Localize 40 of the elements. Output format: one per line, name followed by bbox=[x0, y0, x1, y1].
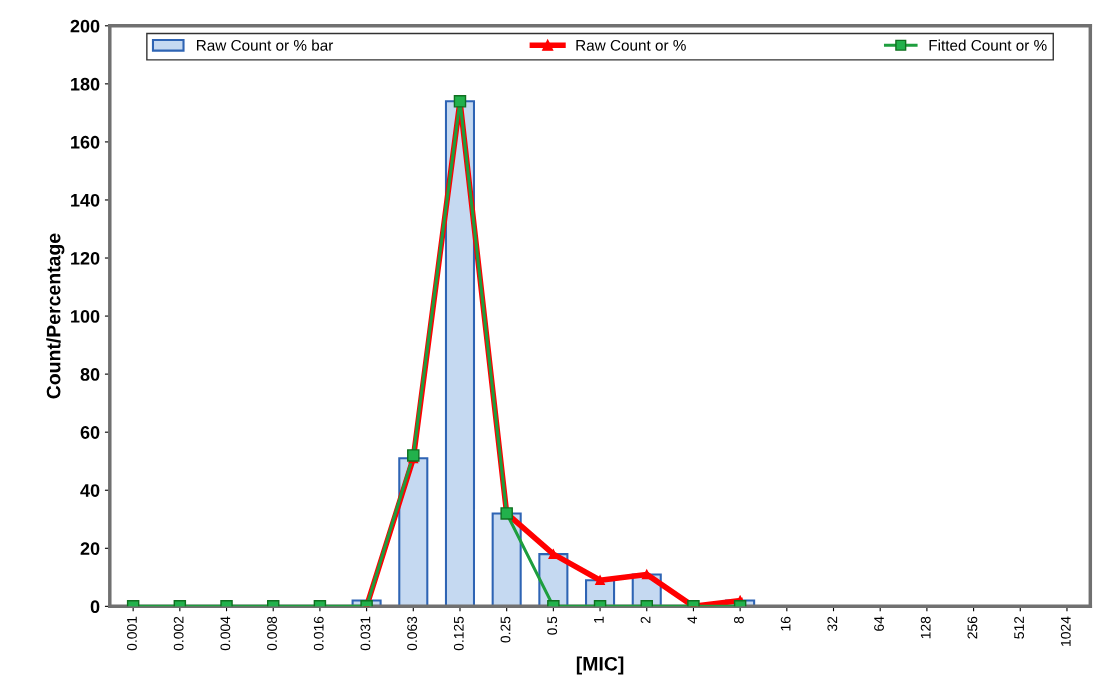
x-tick-label: 0.25 bbox=[500, 616, 511, 643]
x-tick-label: 4 bbox=[687, 616, 698, 624]
x-tick-label: 16 bbox=[780, 616, 791, 631]
y-tick-label: 160 bbox=[71, 135, 100, 149]
x-tick-label: 256 bbox=[967, 616, 978, 639]
y-tick-label: 80 bbox=[80, 368, 100, 381]
x-tick-label: 0.001 bbox=[127, 616, 137, 651]
y-tick-label: 100 bbox=[71, 310, 100, 323]
x-tick-label: 0.004 bbox=[220, 616, 231, 651]
y-tick-label: 180 bbox=[71, 77, 100, 91]
y-tick-label: 40 bbox=[80, 484, 100, 497]
legend-label: Raw Count or % bbox=[576, 39, 686, 51]
x-tick-label: 1 bbox=[594, 616, 604, 623]
x-tick-label: 32 bbox=[827, 616, 838, 631]
y-axis-title: Count/Percentage bbox=[46, 233, 65, 399]
x-tick-label: 0.008 bbox=[267, 616, 277, 651]
bar bbox=[398, 457, 429, 607]
x-tick-label: 0.063 bbox=[407, 616, 418, 651]
y-tick-label: 140 bbox=[71, 193, 100, 207]
x-tick-label: 1024 bbox=[1060, 616, 1071, 646]
x-tick-label: 8 bbox=[734, 616, 744, 624]
legend-label: Fitted Count or % bbox=[929, 39, 1047, 51]
x-tick-label: 0.125 bbox=[453, 616, 464, 651]
y-tick-label: 20 bbox=[80, 542, 100, 556]
x-tick-label: 0.002 bbox=[173, 616, 184, 651]
x-tick-label: 2 bbox=[640, 616, 651, 624]
y-tick-label: 0 bbox=[90, 600, 100, 614]
x-tick-label: 128 bbox=[920, 616, 931, 639]
x-tick-label: 512 bbox=[1014, 616, 1025, 639]
x-axis-title: [MIC] bbox=[576, 656, 624, 675]
bar bbox=[491, 512, 522, 607]
y-tick-label: 200 bbox=[70, 19, 100, 33]
y-tick-label: 60 bbox=[80, 426, 100, 439]
x-tick-label: 0.016 bbox=[313, 616, 324, 651]
x-tick-label: 0.5 bbox=[547, 616, 558, 635]
legend-label: Raw Count or % bar bbox=[197, 39, 334, 51]
bar bbox=[444, 100, 476, 607]
x-tick-label: 64 bbox=[874, 616, 884, 631]
x-tick-label: 0.031 bbox=[360, 616, 371, 651]
y-tick-label: 120 bbox=[71, 251, 100, 265]
